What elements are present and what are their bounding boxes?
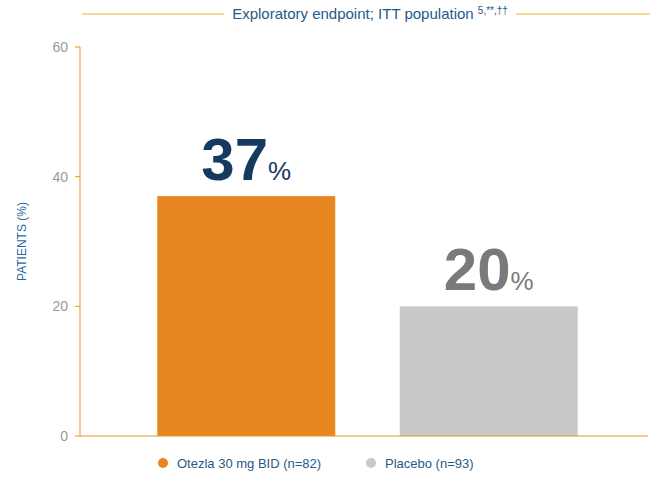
legend-marker [158, 458, 168, 468]
y-tick [75, 47, 80, 48]
legend-label: Otezla 30 mg BID (n=82) [177, 456, 321, 471]
title-rule [82, 14, 224, 15]
chart-title: Exploratory endpoint; ITT population 5,*… [232, 5, 508, 22]
y-tick-label: 40 [52, 169, 68, 185]
y-tick [75, 436, 80, 437]
y-tick-label: 60 [52, 39, 68, 55]
bar [157, 196, 335, 436]
bar [400, 306, 578, 436]
y-tick [75, 176, 80, 177]
y-tick-label: 20 [52, 298, 68, 314]
title-rule [516, 14, 650, 15]
y-tick-label: 0 [60, 428, 68, 444]
y-axis [80, 47, 81, 436]
legend-marker [366, 458, 376, 468]
y-axis-label: PATIENTS (%) [15, 202, 29, 281]
y-tick [75, 306, 80, 307]
data-label: 37% [201, 126, 291, 193]
chart-container: Exploratory endpoint; ITT population 5,*… [0, 0, 668, 493]
chart-svg: Exploratory endpoint; ITT population 5,*… [0, 0, 668, 493]
bars [157, 196, 578, 436]
x-axis [80, 436, 648, 437]
legend-label: Placebo (n=93) [385, 456, 474, 471]
data-label: 20% [444, 236, 534, 303]
